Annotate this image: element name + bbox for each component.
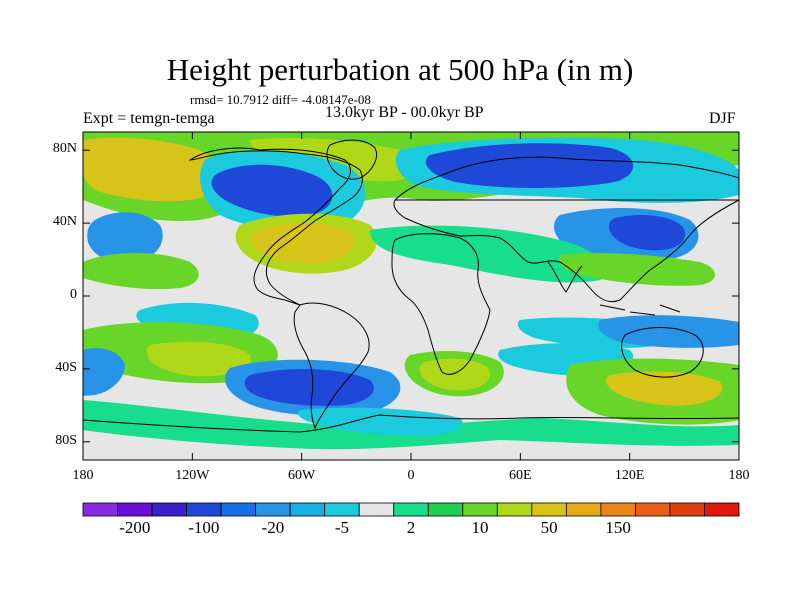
lon-tick-label: 60E xyxy=(509,468,532,483)
lat-tick-label: 40N xyxy=(52,214,77,230)
field-contour xyxy=(251,223,354,264)
coastline-india xyxy=(547,261,583,293)
coastline-australia xyxy=(621,327,704,378)
lon-tick-label: 180 xyxy=(72,468,94,483)
field-contour xyxy=(419,358,490,391)
field-contour xyxy=(425,143,634,188)
field-contour xyxy=(87,212,163,263)
colorbar-box xyxy=(531,502,567,517)
colorbar-label: 10 xyxy=(471,518,489,537)
coastline-antarctica xyxy=(83,414,739,433)
lat-tick-label: 80S xyxy=(55,432,77,448)
colorbar-box xyxy=(220,502,257,517)
field-contour xyxy=(83,348,125,396)
colorbar-label: -200 xyxy=(119,518,151,537)
lon-tick-label: 120E xyxy=(614,468,645,483)
lon-tick-label: 180 xyxy=(728,468,750,483)
colorbar-label: 2 xyxy=(406,518,416,537)
field-contour xyxy=(211,164,333,217)
rmsd-stats: rmsd= 10.7912 diff= -4.08147e-08 xyxy=(190,92,371,107)
colorbar-box xyxy=(82,502,118,517)
colorbar-label: 50 xyxy=(540,518,558,537)
lon-tick-label: 60W xyxy=(288,468,316,483)
field-contour xyxy=(298,407,463,436)
colorbar-box xyxy=(393,502,429,517)
colorbar-box xyxy=(600,502,636,517)
field-contour xyxy=(244,368,374,406)
coastline-africa xyxy=(391,233,491,375)
experiment-label: Expt = temgn-temga xyxy=(83,110,215,127)
field-contour xyxy=(250,138,419,182)
lon-tick-label: 0 xyxy=(407,468,415,483)
colorbar-box xyxy=(704,502,740,517)
colorbar-box xyxy=(186,502,222,517)
colorbar-box xyxy=(496,502,533,517)
colorbar-label: 150 xyxy=(605,518,631,537)
colorbar-label: -20 xyxy=(261,518,285,537)
coastline-eurasia xyxy=(393,156,739,303)
field-contour xyxy=(370,225,608,283)
coastline-greenland xyxy=(326,139,377,180)
colorbar-box xyxy=(358,502,395,517)
colorbar-box xyxy=(565,502,602,517)
colorbar-box xyxy=(427,502,464,517)
season-label: DJF xyxy=(709,110,736,127)
lat-tick-label: 0 xyxy=(70,287,77,302)
colorbar-box xyxy=(462,502,498,517)
lat-tick-label: 80N xyxy=(52,141,77,157)
colorbar-box xyxy=(117,502,153,517)
coastline-indonesia xyxy=(599,304,681,316)
period-label: 13.0kyr BP - 00.0kyr BP xyxy=(325,104,484,121)
colorbar-box xyxy=(669,502,705,517)
field-contour xyxy=(558,252,715,286)
coastline-north-america xyxy=(188,147,363,306)
map-title: Height perturbation at 500 hPa (in m) xyxy=(166,52,634,87)
height-field xyxy=(83,132,739,460)
colorbar-label: -5 xyxy=(334,518,350,537)
colorbar-box xyxy=(151,502,187,517)
field-contour xyxy=(605,371,723,406)
field-contour xyxy=(598,315,739,348)
coastlines xyxy=(83,139,739,433)
lat-tick-label: 40S xyxy=(55,359,77,375)
colorbar-box xyxy=(255,502,291,517)
field-contour xyxy=(146,341,251,377)
coastline-south-america xyxy=(293,302,370,430)
field-contour xyxy=(83,253,199,290)
colorbar-box xyxy=(289,502,326,517)
field-contour xyxy=(608,214,686,251)
lon-tick-label: 120W xyxy=(175,468,210,483)
colorbar xyxy=(82,502,740,517)
field-contour xyxy=(83,430,739,460)
axis-ticks xyxy=(82,132,740,460)
colorbar-label: -100 xyxy=(188,518,220,537)
colorbar-box xyxy=(324,502,360,517)
field-contour xyxy=(83,137,219,202)
colorbar-box xyxy=(635,502,671,517)
